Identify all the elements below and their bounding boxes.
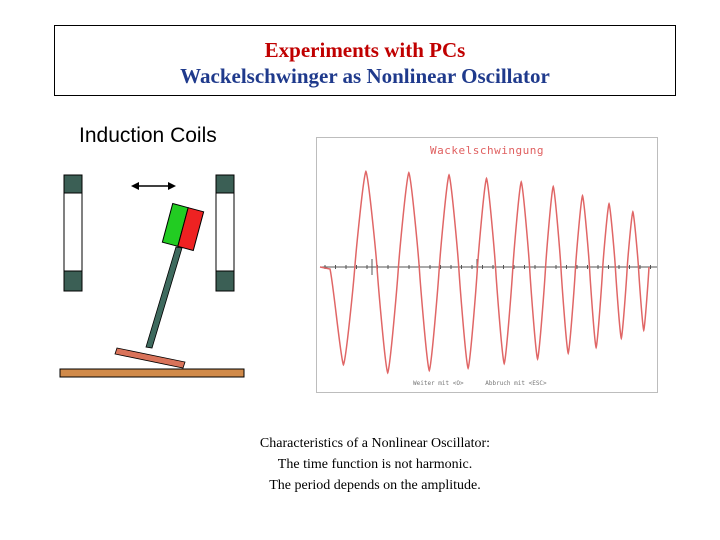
pendulum-foot xyxy=(114,347,186,369)
page-title: Experiments with PCs xyxy=(264,38,466,62)
pendulum-rod xyxy=(145,246,183,349)
caption-line-3: The period depends on the amplitude. xyxy=(269,478,481,493)
oscillation-trace xyxy=(319,169,650,375)
pendulum-diagram xyxy=(59,174,245,378)
left-coil xyxy=(63,174,83,292)
induction-coils-label: Induction Coils xyxy=(79,124,217,147)
caption-line-1: Characteristics of a Nonlinear Oscillato… xyxy=(259,436,491,451)
right-coil xyxy=(215,174,235,292)
base-plate xyxy=(59,368,245,378)
plot-footer: Weiter mit <O> Abbruch mit <ESC> xyxy=(413,380,547,387)
magnet xyxy=(161,202,205,252)
caption: Characteristics of a Nonlinear Oscillato… xyxy=(200,433,550,496)
axis-ticks xyxy=(324,265,651,269)
oscillation-plot: Wackelschwingung Weiter mit <O> Abbruch … xyxy=(316,137,658,393)
title-box: Experiments with PCs Wackelschwinger as … xyxy=(54,25,676,96)
page-subtitle: Wackelschwinger as Nonlinear Oscillator xyxy=(180,64,550,88)
double-arrow-icon xyxy=(131,182,176,190)
caption-line-2: The time function is not harmonic. xyxy=(277,457,473,472)
plot-title: Wackelschwingung xyxy=(430,144,544,157)
plot-canvas xyxy=(319,169,657,375)
